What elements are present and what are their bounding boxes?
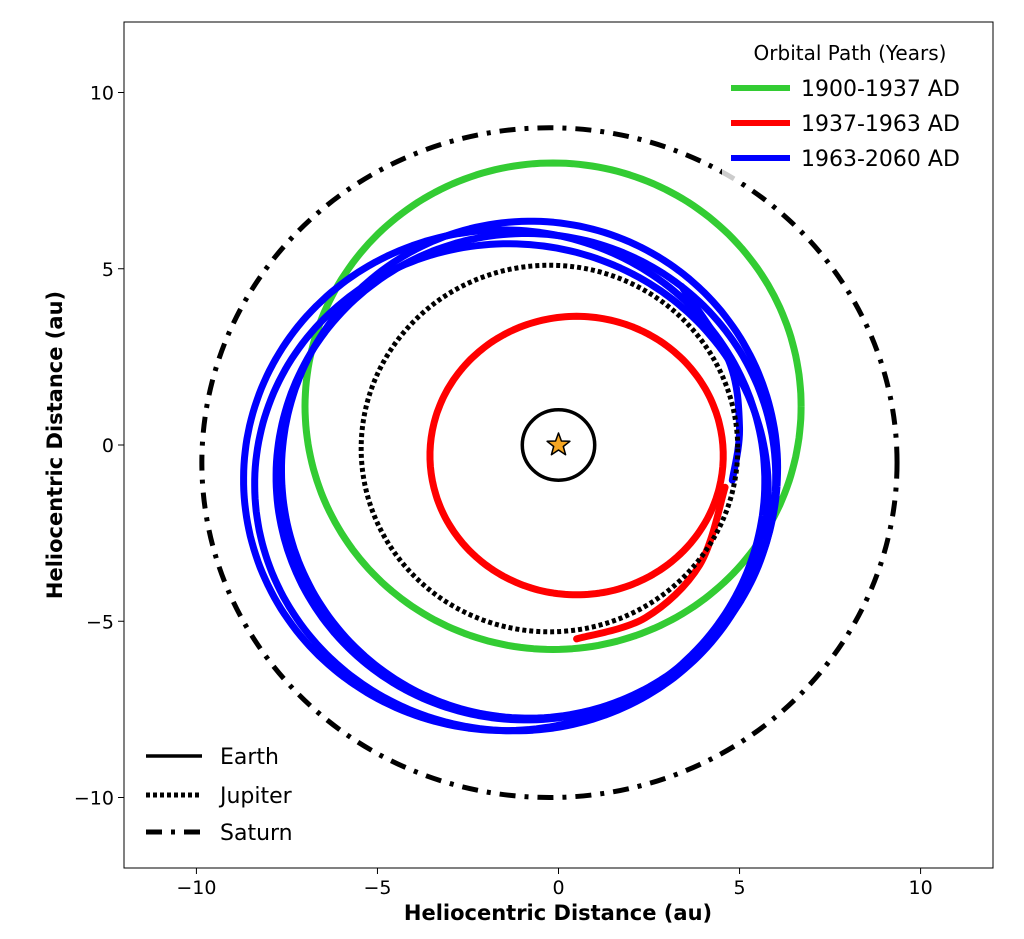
x-axis-label: Heliocentric Distance (au) [404, 901, 712, 925]
planet-legend: Earth Jupiter Saturn [136, 738, 316, 854]
x-tick-label: 5 [733, 877, 745, 899]
ticks-layer: −10 −5 0 5 10 −10 −5 0 5 10 [74, 83, 933, 900]
y-tick-label: −5 [86, 611, 114, 633]
x-tick-label: −10 [176, 877, 216, 899]
legend-label-earth: Earth [220, 745, 279, 770]
orbit-path-1963-2060-ad-loop-2 [251, 240, 772, 735]
orbit-path-1963-2060-ad-loop-4 [278, 217, 782, 722]
y-tick-label: 5 [102, 259, 114, 281]
x-tick-label: 0 [552, 877, 564, 899]
orbit-transfer-1937-1963-ad [573, 483, 729, 643]
legend-label-saturn: Saturn [220, 821, 293, 846]
planet-orbit-earth [520, 408, 597, 482]
y-tick-label: −10 [74, 788, 114, 810]
orbit-legend: Orbital Path (Years) 1900-1937 AD 1937-1… [722, 34, 984, 182]
x-tick-label: 10 [908, 877, 932, 899]
orbit-transfer-1963-2060-ad [678, 282, 744, 484]
legend-label-1937-1963: 1937-1963 AD [801, 112, 960, 137]
y-tick-label: 0 [102, 435, 114, 457]
sun-star-marker [546, 432, 571, 456]
planet-orbit-jupiter [358, 262, 741, 635]
plot-layer [199, 125, 900, 800]
y-axis-label: Heliocentric Distance (au) [43, 291, 67, 599]
legend-label-jupiter: Jupiter [218, 784, 293, 809]
legend-label-1963-2060: 1963-2060 AD [801, 147, 960, 172]
orbit-legend-title: Orbital Path (Years) [754, 41, 947, 65]
legend-label-1900-1937: 1900-1937 AD [801, 77, 960, 102]
orbit-path-1937-1963-ad-loop-1 [426, 312, 727, 599]
x-tick-label: −5 [363, 877, 391, 899]
planet-orbit-saturn [199, 125, 900, 800]
orbit-path-1900-1937-ad-loop-1 [301, 159, 805, 653]
y-tick-label: 10 [90, 83, 114, 105]
